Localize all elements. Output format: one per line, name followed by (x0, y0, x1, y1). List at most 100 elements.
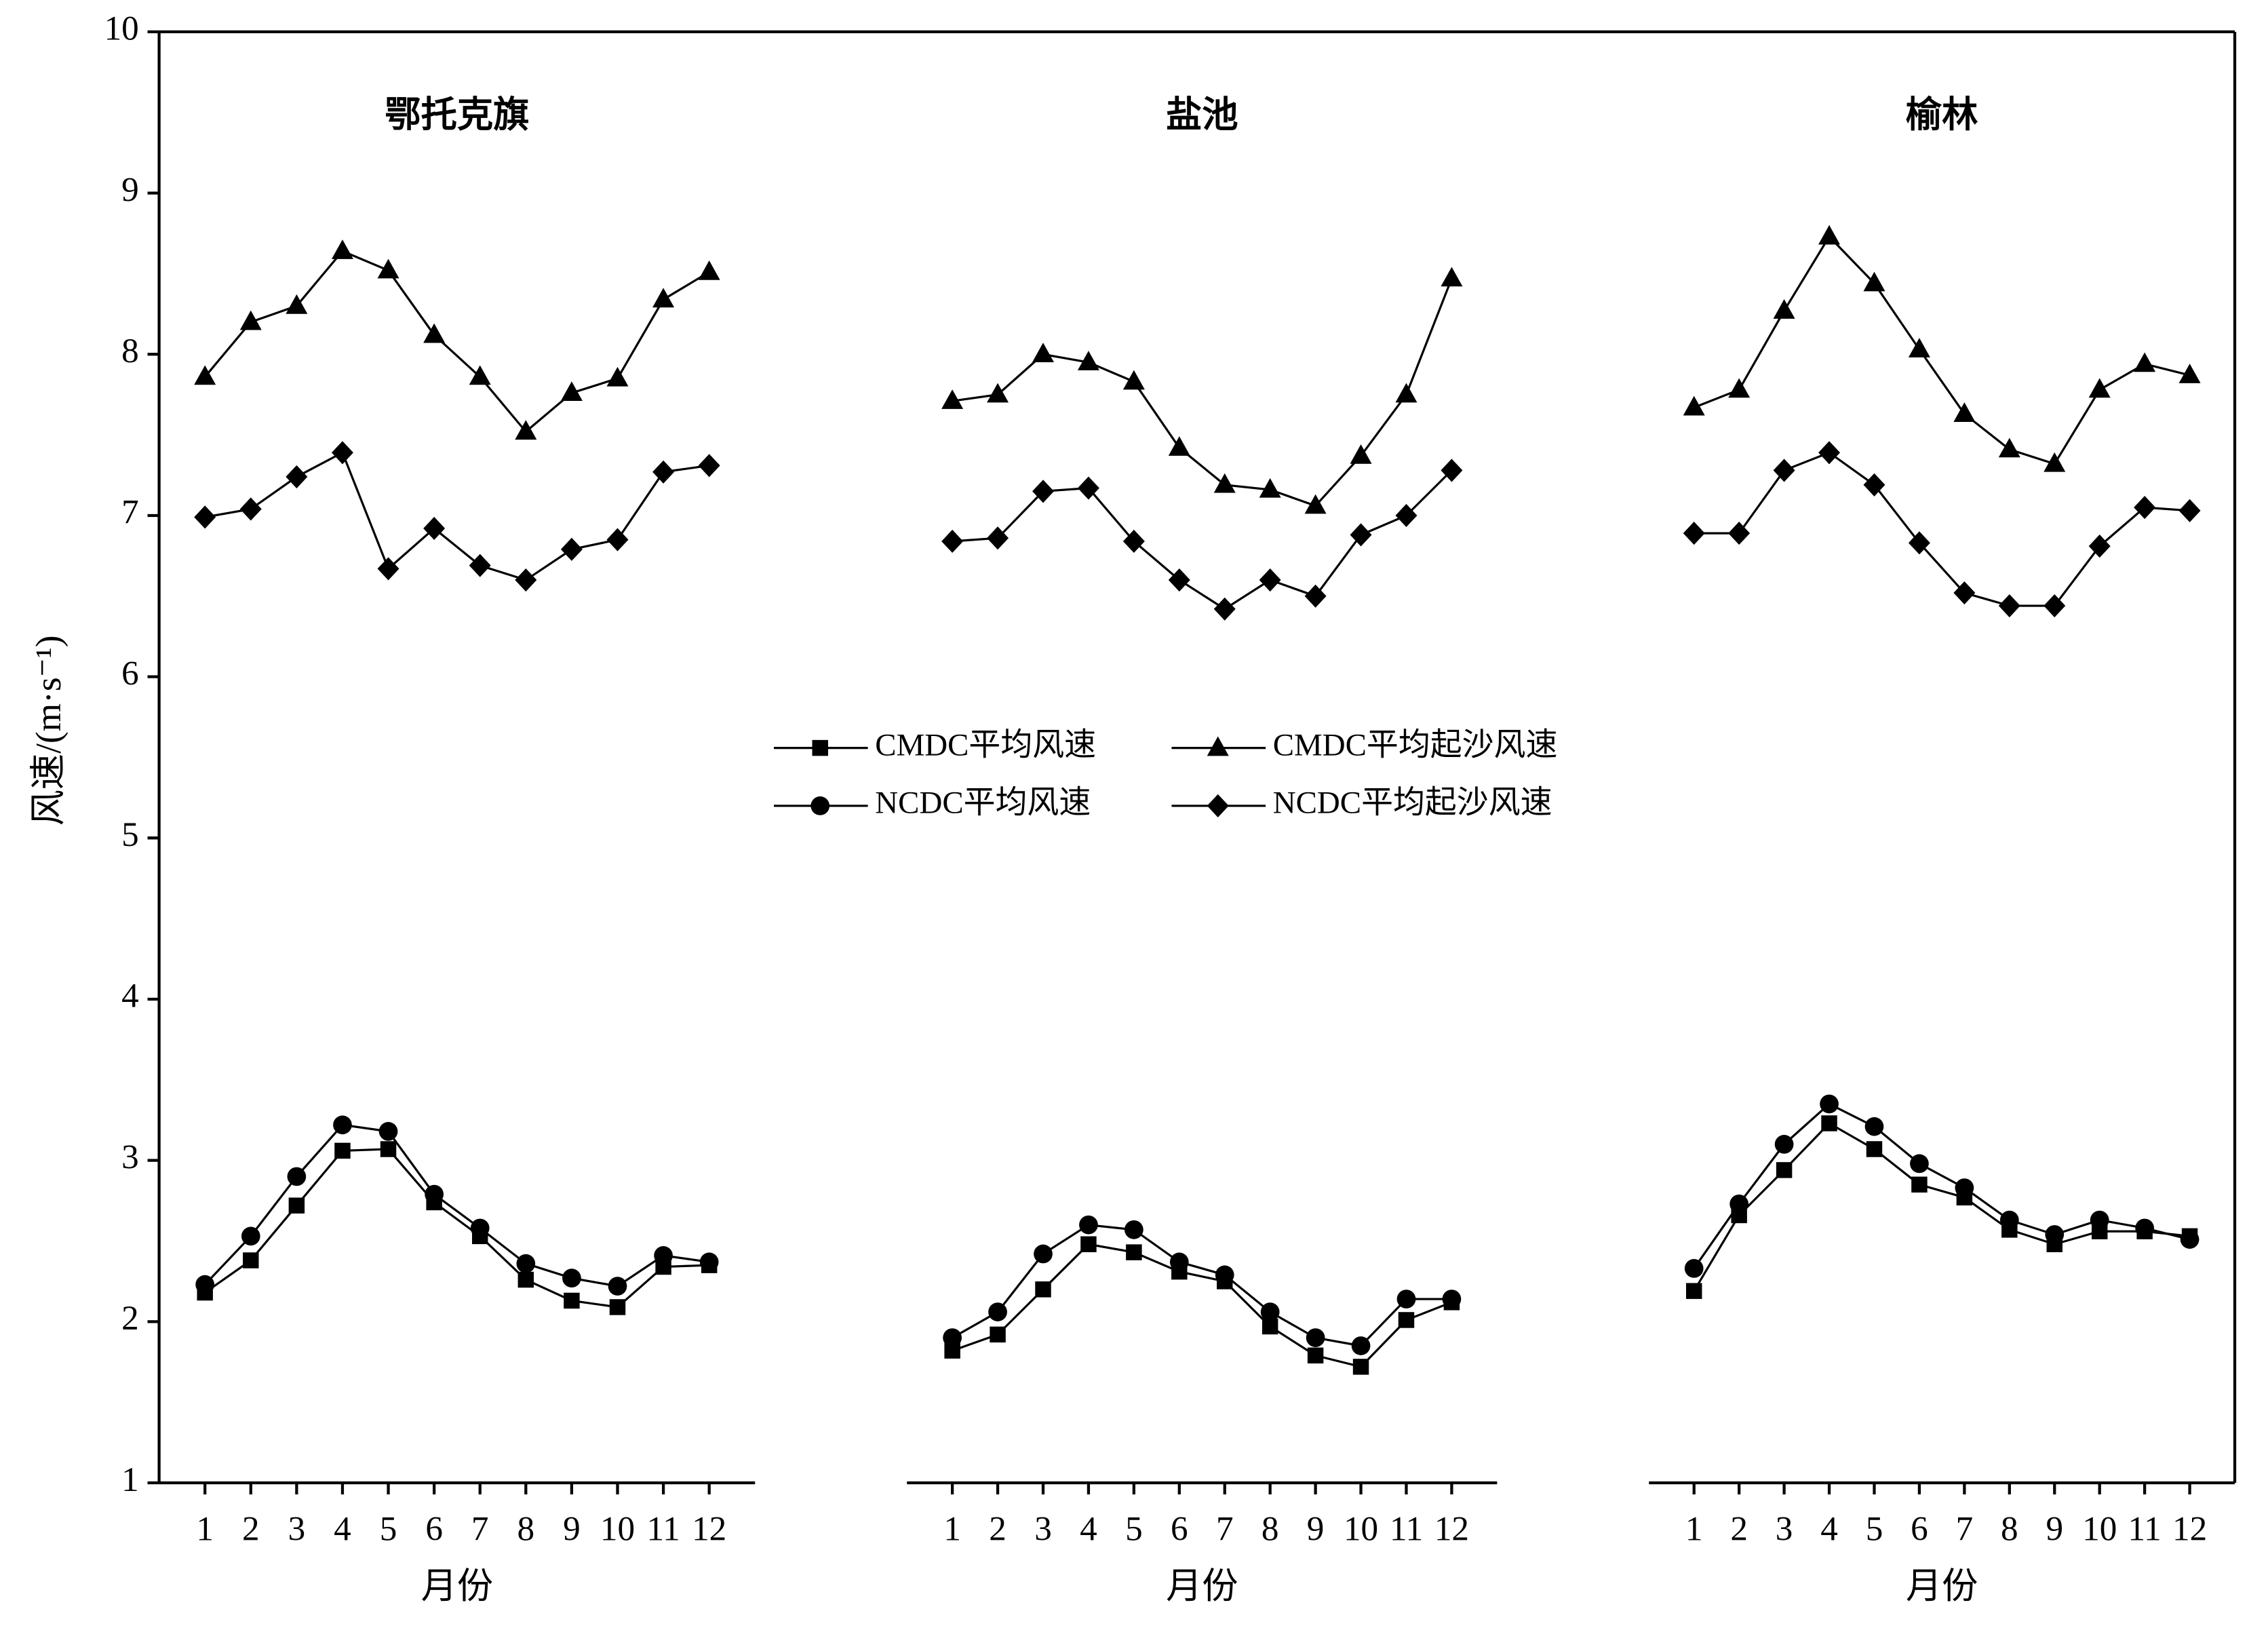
marker-square (1398, 1312, 1415, 1328)
marker-circle (1864, 1117, 1884, 1136)
marker-circle (562, 1268, 581, 1288)
series-line (952, 1224, 1452, 1347)
x-tick-label: 7 (1956, 1509, 1974, 1548)
series-line (1694, 235, 2190, 465)
marker-circle (699, 1252, 719, 1272)
x-tick-label: 3 (288, 1509, 306, 1548)
marker-triangle (698, 260, 720, 280)
marker-circle (516, 1254, 536, 1273)
x-tick-label: 9 (563, 1509, 581, 1548)
panel-title: 盐池 (1166, 94, 1238, 135)
x-tick-label: 11 (646, 1509, 680, 1548)
panel-title: 榆林 (1906, 94, 1978, 135)
x-tick-label: 4 (1820, 1509, 1838, 1548)
marker-diamond (1032, 480, 1055, 503)
marker-triangle (1998, 438, 2020, 458)
x-tick-label: 10 (2082, 1509, 2117, 1548)
marker-square (990, 1326, 1006, 1343)
marker-diamond (1728, 522, 1751, 545)
y-tick-label: 5 (121, 815, 139, 854)
marker-circle (1442, 1290, 1462, 1309)
marker-circle (1910, 1154, 1929, 1174)
marker-diamond (2134, 496, 2156, 520)
marker-circle (195, 1275, 215, 1294)
marker-diamond (698, 454, 720, 478)
marker-square (1866, 1141, 1883, 1157)
marker-square (1307, 1347, 1324, 1363)
marker-diamond (2178, 499, 2201, 522)
marker-diamond (652, 460, 675, 484)
x-tick-label: 4 (334, 1509, 351, 1548)
series-line (952, 469, 1453, 610)
marker-triangle (423, 323, 446, 343)
marker-diamond (515, 568, 537, 592)
marker-triangle (1077, 351, 1099, 370)
marker-circle (988, 1302, 1007, 1321)
x-tick-label: 5 (1866, 1509, 1883, 1548)
series-line (952, 1243, 1452, 1368)
marker-circle (1729, 1194, 1749, 1214)
marker-triangle (606, 366, 629, 387)
x-tick-label: 3 (1034, 1509, 1052, 1548)
marker-triangle (1683, 395, 1705, 416)
legend-item: NCDC平均风速 (773, 786, 1091, 821)
marker-circle (333, 1115, 352, 1135)
marker-triangle (377, 258, 399, 279)
marker-diamond (1908, 531, 1930, 555)
marker-diamond (1122, 529, 1145, 554)
marker-square (1352, 1359, 1369, 1375)
marker-diamond (1395, 503, 1418, 528)
x-tick-label: 8 (1262, 1509, 1279, 1548)
marker-circle (1820, 1094, 1839, 1114)
marker-circle (2090, 1210, 2109, 1230)
legend-label: NCDC平均风速 (875, 786, 1091, 821)
legend-item: NCDC平均起沙风速 (1171, 786, 1552, 821)
x-tick-label: 1 (943, 1509, 961, 1548)
marker-triangle (941, 389, 964, 409)
marker-triangle (515, 420, 537, 440)
marker-circle (378, 1122, 398, 1141)
x-tick-label: 8 (2001, 1509, 2018, 1548)
marker-diamond (1259, 568, 1281, 592)
x-tick-label: 6 (425, 1509, 443, 1548)
marker-circle (1215, 1265, 1234, 1285)
marker-square (1262, 1318, 1278, 1335)
marker-triangle (560, 381, 583, 402)
marker-diamond (1863, 473, 1885, 497)
marker-triangle (1441, 267, 1463, 287)
marker-triangle (1908, 338, 1930, 357)
marker-triangle (239, 310, 262, 330)
marker-square (812, 739, 828, 756)
y-tick-label: 7 (121, 493, 139, 532)
marker-circle (1034, 1244, 1053, 1264)
series-line (1694, 451, 2190, 607)
marker-diamond (941, 529, 964, 554)
marker-diamond (1683, 522, 1705, 545)
legend-label: CMDC平均起沙风速 (1273, 727, 1558, 762)
y-axis-label: 风速/(m·s⁻¹) (28, 636, 69, 826)
marker-diamond (286, 465, 308, 488)
y-tick-label: 6 (121, 654, 139, 693)
x-axis-label: 月份 (1906, 1566, 1978, 1606)
marker-diamond (1304, 584, 1327, 608)
series-line (203, 250, 710, 433)
marker-diamond (1207, 794, 1229, 817)
marker-diamond (1441, 459, 1463, 482)
marker-square (380, 1141, 397, 1157)
x-tick-label: 1 (196, 1509, 214, 1548)
marker-circle (1079, 1215, 1098, 1235)
marker-triangle (1207, 736, 1229, 756)
legend-item: CMDC平均起沙风速 (1171, 727, 1557, 762)
marker-diamond (331, 441, 353, 465)
y-tick-label: 9 (121, 170, 139, 209)
x-tick-label: 5 (1125, 1509, 1143, 1548)
x-tick-label: 12 (2172, 1509, 2207, 1548)
marker-triangle (2178, 364, 2201, 383)
marker-circle (1169, 1252, 1189, 1272)
marker-diamond (239, 497, 262, 521)
marker-diamond (1213, 597, 1236, 621)
marker-triangle (1395, 383, 1418, 403)
marker-square (243, 1252, 259, 1268)
